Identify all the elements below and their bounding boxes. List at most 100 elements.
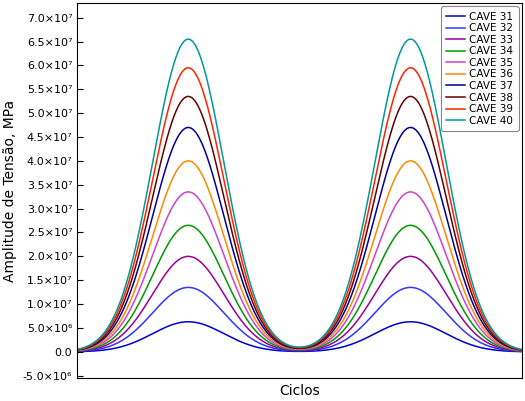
CAVE 38: [380, 161, 386, 166]
CAVE 37: [421, 141, 427, 146]
CAVE 34: [270, 342, 277, 347]
Line: CAVE 33: CAVE 33: [77, 256, 522, 351]
Legend: CAVE 31, CAVE 32, CAVE 33, CAVE 34, CAVE 35, CAVE 36, CAVE 37, CAVE 38, CAVE 39,: CAVE 31, CAVE 32, CAVE 33, CAVE 34, CAVE…: [441, 6, 519, 131]
CAVE 35: [74, 348, 80, 353]
CAVE 33: [119, 332, 125, 337]
CAVE 31: [380, 327, 386, 332]
CAVE 35: [429, 217, 435, 221]
CAVE 38: [421, 112, 427, 117]
CAVE 34: [421, 232, 427, 237]
CAVE 31: [429, 324, 435, 329]
CAVE 39: [185, 65, 192, 70]
CAVE 32: [185, 285, 192, 290]
CAVE 38: [119, 303, 125, 308]
CAVE 40: [270, 331, 277, 336]
CAVE 40: [119, 293, 125, 298]
CAVE 31: [254, 345, 260, 350]
CAVE 33: [74, 349, 80, 354]
CAVE 34: [119, 326, 125, 331]
CAVE 36: [119, 315, 125, 320]
Line: CAVE 31: CAVE 31: [77, 322, 522, 352]
CAVE 40: [421, 59, 427, 64]
CAVE 35: [185, 190, 192, 194]
CAVE 32: [421, 290, 427, 294]
CAVE 37: [270, 336, 277, 341]
CAVE 33: [429, 270, 435, 275]
CAVE 37: [429, 163, 435, 168]
CAVE 39: [519, 347, 525, 352]
CAVE 39: [74, 347, 80, 352]
CAVE 34: [519, 348, 525, 353]
CAVE 31: [270, 348, 277, 352]
CAVE 31: [421, 322, 427, 326]
Y-axis label: Amplitude de Tensão, MPa: Amplitude de Tensão, MPa: [3, 100, 17, 282]
CAVE 32: [254, 340, 260, 344]
CAVE 36: [185, 158, 192, 163]
Line: CAVE 35: CAVE 35: [77, 192, 522, 350]
Line: CAVE 32: CAVE 32: [77, 288, 522, 351]
CAVE 33: [380, 279, 386, 284]
CAVE 40: [185, 37, 192, 42]
CAVE 32: [380, 302, 386, 307]
CAVE 40: [254, 302, 260, 307]
Line: CAVE 34: CAVE 34: [77, 225, 522, 351]
CAVE 40: [74, 347, 80, 352]
CAVE 35: [519, 348, 525, 353]
CAVE 40: [429, 90, 435, 95]
CAVE 37: [119, 309, 125, 314]
CAVE 34: [254, 330, 260, 335]
CAVE 31: [185, 319, 192, 324]
CAVE 33: [270, 344, 277, 349]
CAVE 39: [270, 333, 277, 338]
CAVE 39: [429, 113, 435, 118]
Line: CAVE 37: CAVE 37: [77, 128, 522, 350]
CAVE 32: [74, 349, 80, 354]
CAVE 33: [519, 349, 525, 354]
CAVE 37: [185, 125, 192, 130]
Line: CAVE 38: CAVE 38: [77, 96, 522, 350]
CAVE 37: [74, 348, 80, 352]
CAVE 35: [380, 231, 386, 236]
CAVE 36: [421, 172, 427, 177]
CAVE 33: [254, 335, 260, 340]
CAVE 35: [421, 201, 427, 206]
CAVE 31: [74, 349, 80, 354]
CAVE 34: [74, 348, 80, 353]
CAVE 34: [380, 256, 386, 261]
CAVE 38: [74, 348, 80, 352]
CAVE 36: [254, 320, 260, 325]
CAVE 38: [519, 348, 525, 352]
CAVE 32: [519, 349, 525, 354]
CAVE 40: [519, 347, 525, 352]
CAVE 31: [119, 344, 125, 349]
CAVE 37: [519, 348, 525, 352]
CAVE 39: [380, 140, 386, 144]
CAVE 31: [519, 349, 525, 354]
CAVE 38: [270, 335, 277, 340]
Line: CAVE 39: CAVE 39: [77, 68, 522, 350]
X-axis label: Ciclos: Ciclos: [279, 384, 320, 398]
CAVE 36: [270, 338, 277, 343]
CAVE 37: [380, 184, 386, 188]
CAVE 35: [270, 340, 277, 345]
CAVE 39: [254, 306, 260, 311]
CAVE 35: [254, 325, 260, 330]
CAVE 37: [254, 316, 260, 320]
CAVE 38: [185, 94, 192, 99]
CAVE 32: [270, 346, 277, 350]
CAVE 38: [254, 311, 260, 316]
CAVE 34: [429, 244, 435, 249]
CAVE 39: [421, 86, 427, 91]
CAVE 33: [185, 254, 192, 259]
CAVE 36: [519, 348, 525, 353]
CAVE 34: [185, 223, 192, 228]
CAVE 32: [119, 338, 125, 342]
CAVE 39: [119, 298, 125, 303]
CAVE 36: [429, 191, 435, 196]
CAVE 36: [74, 348, 80, 353]
CAVE 32: [429, 296, 435, 301]
CAVE 35: [119, 320, 125, 325]
Line: CAVE 36: CAVE 36: [77, 161, 522, 350]
CAVE 38: [429, 138, 435, 142]
CAVE 40: [380, 119, 386, 124]
